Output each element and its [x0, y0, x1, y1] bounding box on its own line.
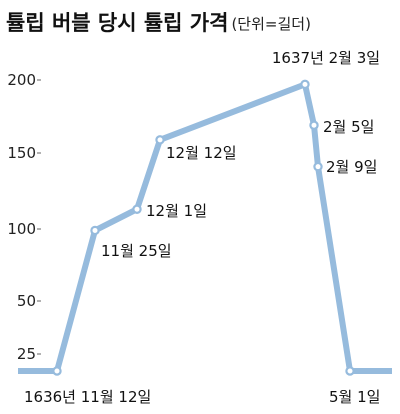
y-tick-label: 50 [17, 292, 36, 310]
data-point-layer [52, 79, 355, 376]
data-point [52, 366, 62, 376]
data-point [155, 135, 165, 145]
date-label: 2월 9일 [326, 158, 377, 176]
date-label: 12월 1일 [146, 202, 207, 220]
y-axis: 25 50 100 150 200 [7, 71, 41, 363]
data-point [345, 366, 355, 376]
date-label-layer: 1636년 11월 12일 11월 25일 12월 1일 12월 12일 1637년 2… [24, 49, 380, 406]
date-label: 2월 5일 [323, 118, 374, 136]
chart-title: 튤립 버블 당시 튤립 가격 [6, 11, 228, 35]
date-label: 1637년 2월 3일 [272, 49, 380, 67]
data-point [313, 161, 323, 172]
data-point [90, 225, 100, 236]
price-line-layer [18, 81, 392, 374]
y-tick-label: 100 [7, 220, 36, 238]
chart-unit-note: (단위=길더) [231, 15, 310, 33]
date-label: 12월 12일 [166, 144, 237, 162]
data-point [132, 204, 142, 214]
y-tick-label: 25 [17, 345, 36, 363]
data-point [300, 79, 310, 90]
y-tick-label: 200 [7, 71, 36, 89]
y-tick-label: 150 [7, 144, 36, 162]
date-label: 5월 1일 [329, 388, 380, 406]
date-label: 1636년 11월 12일 [24, 388, 151, 406]
date-label: 11월 25일 [101, 242, 172, 260]
data-point [309, 120, 319, 130]
price-series-line [18, 81, 392, 374]
